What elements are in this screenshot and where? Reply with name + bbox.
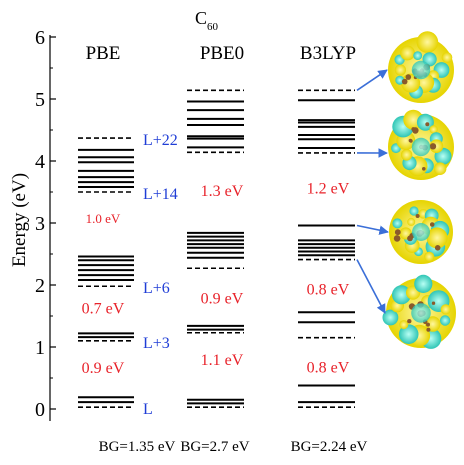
orbital-lobe: [392, 218, 403, 229]
orbital-images: [382, 31, 456, 349]
gap-label: 0.9 eV: [82, 360, 125, 377]
orbital-lobe: [399, 320, 409, 330]
orbital-image-4: [382, 274, 456, 349]
band-gap-labels: BG=1.35 eV BG=2.7 eV BG=2.24 eV: [99, 439, 368, 455]
y-tick-label: 5: [35, 89, 45, 111]
orbital-image-1: [388, 31, 454, 103]
orbital-labels: L L+3 L+6 L+14 L+22: [143, 132, 178, 418]
orbital-label: L+22: [143, 132, 178, 149]
gap-label: 1.3 eV: [201, 183, 244, 200]
y-tick-label: 1: [35, 337, 45, 359]
carbon-atom: [426, 322, 430, 327]
carbon-atom: [401, 78, 408, 85]
column-header: PBE: [86, 43, 121, 64]
orbital-lobe: [382, 309, 399, 326]
orbital-lobe: [394, 64, 406, 76]
column-headers: PBE PBE0 B3LYP: [86, 43, 357, 64]
orbital-lobe: [398, 324, 419, 345]
orbital-lobe-center: [411, 137, 431, 157]
orbital-lobe: [416, 31, 439, 53]
orbital-label: L+3: [143, 335, 170, 352]
y-tick-label: 2: [35, 275, 45, 297]
orbital-image-2: [388, 109, 454, 180]
orbital-lobe: [416, 113, 434, 131]
y-axis-label: Energy (eV): [9, 173, 30, 267]
orbital-lobe: [392, 285, 411, 305]
orbital-lobe: [429, 139, 444, 153]
orbital-label: L: [143, 401, 153, 418]
y-tick-label: 3: [35, 213, 45, 235]
carbon-atom: [429, 143, 437, 150]
orbital-lobe: [400, 45, 415, 61]
orbital-lobe: [425, 316, 441, 332]
gap-label: 1.0 eV: [86, 211, 121, 226]
chart-title-subscript: 60: [207, 21, 219, 33]
carbon-atom: [426, 327, 431, 332]
band-gap-label: BG=1.35 eV: [99, 439, 176, 455]
orbital-lobe: [439, 315, 451, 326]
orbital-lobe: [413, 51, 423, 60]
carbon-atom: [408, 138, 413, 143]
orbital-lobe: [441, 52, 453, 63]
orbital-lobe-center: [412, 223, 430, 241]
orbital-lobe: [440, 304, 451, 315]
orbital-lobe: [400, 149, 413, 161]
y-tick-label: 6: [35, 27, 45, 49]
orbital-lobe-center: [411, 60, 431, 80]
orbital-lobe: [424, 251, 435, 262]
orbital-arrow: [356, 259, 386, 314]
orbital-lobe: [409, 206, 419, 216]
carbon-atom: [434, 245, 441, 251]
orbital-label: L+6: [143, 280, 170, 297]
carbon-atom: [412, 127, 419, 134]
orbital-arrow: [356, 69, 388, 91]
gap-label: 0.8 eV: [307, 359, 350, 376]
y-tick-label: 4: [35, 151, 45, 173]
gap-label: 1.1 eV: [201, 352, 244, 369]
orbital-image-3: [389, 200, 453, 264]
column-header: B3LYP: [300, 43, 356, 64]
carbon-atom: [405, 74, 412, 80]
carbon-atom: [407, 235, 413, 242]
orbital-label: L+14: [143, 186, 178, 203]
gap-label: 1.2 eV: [307, 180, 350, 197]
gap-label: 0.8 eV: [307, 281, 350, 298]
gap-label: 0.9 eV: [201, 291, 244, 308]
orbital-arrow: [356, 224, 389, 235]
orbital-lobe: [429, 125, 438, 134]
orbital-lobe: [433, 162, 447, 175]
carbon-atom: [394, 229, 401, 236]
carbon-atom: [393, 235, 401, 242]
carbon-atom: [431, 301, 436, 305]
carbon-atom: [429, 222, 435, 227]
chart-title-main: C: [195, 8, 207, 28]
gap-labels: 0.9 eV 0.7 eV 1.0 eV 1.1 eV 0.9 eV 1.3 eV 0.8 …: [82, 180, 350, 377]
y-tick-label: 0: [35, 399, 45, 421]
orbital-arrows: [356, 69, 389, 314]
orbital-lobe: [414, 274, 433, 293]
energy-levels: [78, 89, 355, 408]
carbon-atom: [425, 122, 430, 127]
carbon-atom: [422, 167, 426, 171]
chart-title: C60: [195, 8, 219, 33]
band-gap-label: BG=2.24 eV: [291, 439, 368, 455]
carbon-atom: [407, 319, 412, 324]
orbital-lobe-center: [411, 303, 431, 323]
y-axis: 0 1 2 3 4 5 6: [35, 27, 56, 421]
gap-label: 0.7 eV: [82, 301, 125, 318]
carbon-atom: [415, 214, 420, 218]
column-header: PBE0: [200, 43, 244, 64]
orbital-lobe: [407, 217, 416, 226]
band-gap-label: BG=2.7 eV: [180, 439, 249, 455]
orbital-lobe: [426, 227, 448, 249]
